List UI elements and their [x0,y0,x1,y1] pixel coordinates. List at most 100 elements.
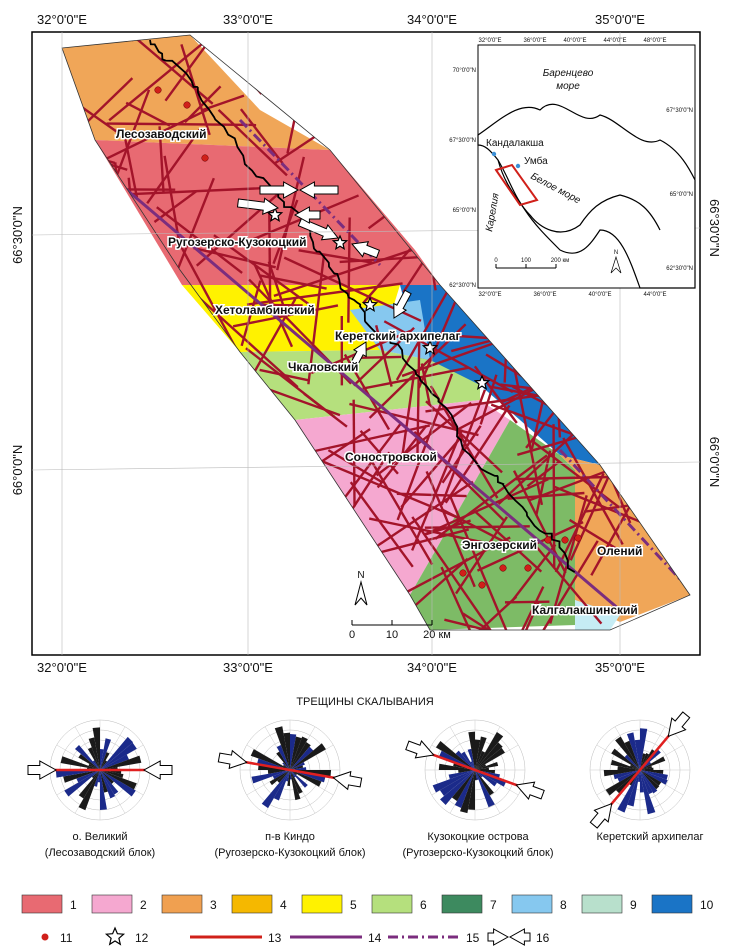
inset-lon-label: 44°0'0"E [643,292,666,298]
fault [425,391,559,413]
inset-scale-label: 100 [521,258,532,264]
rose-petal [100,760,108,770]
legend-label: 3 [210,898,217,912]
legend-swatch [301,894,343,914]
stress-arrow [351,241,381,259]
stress-arrow [298,181,339,199]
rose-title: ТРЕЩИНЫ СКАЛЫВАНИЯ [296,696,433,708]
rose-petal [640,770,644,793]
inset-lon-label: 48°0'0"E [643,38,666,44]
sample-point [499,564,507,572]
inset-coast [497,159,661,233]
fault [123,134,139,198]
rose-petal [256,758,290,770]
stress-arrow [393,289,412,319]
legend-label: 15 [466,931,480,945]
stress-arrow [297,217,339,241]
rose-petal [269,770,290,786]
stress-arrow [259,181,300,199]
fault [193,246,276,269]
stress-arrow [515,781,545,800]
fault [180,43,211,136]
rose-petal [475,742,503,770]
rose-petal [640,770,653,795]
inset-lon-label: 32°0'0"E [478,292,501,298]
rose-petal [640,728,648,770]
sample-point [574,534,582,542]
rose-petal [475,767,489,770]
lat-label: 66°30'0"N [10,206,25,264]
inset-lat-label: 62°30'0"N [449,283,476,289]
sample-point [183,101,191,109]
rose-petal [640,770,656,815]
rose-petal [88,763,100,770]
fault [424,478,549,536]
fault [307,254,326,385]
legend-symbol [41,933,49,941]
sample-point [154,86,162,94]
rose-petal [282,762,290,770]
legend-label: 14 [368,931,382,945]
rose-petal [78,753,100,770]
inset-lon-label: 32°0'0"E [478,38,501,44]
block-label: Калгалакшинский [532,603,638,617]
fault [535,450,552,516]
fault [411,516,499,630]
rose-petal [475,770,495,808]
fault [401,338,506,378]
legend-label: 1 [70,898,77,912]
rose-petal [475,736,487,770]
rose-petal [435,740,475,770]
fault [276,156,306,271]
stress-arrow [508,928,531,946]
rose-petal [290,770,296,778]
rose-petal [100,770,137,790]
scale-label: 20 км [423,629,451,641]
rose-petal [290,770,301,801]
rose-petal [290,770,308,788]
fault [411,429,464,551]
fault [401,369,416,456]
rose-petal [440,770,475,805]
coastline [149,39,576,573]
fault [267,261,288,315]
fault [368,517,494,546]
rose-petal [100,752,110,770]
fault [349,481,414,568]
stress-arrow [293,206,321,224]
sample-point [524,564,532,572]
rose-petal [467,748,475,770]
stress-arrow [142,760,173,780]
lat-label: 66°0'0"N [10,445,25,496]
sample-point [201,154,209,162]
rose-petal [290,770,322,787]
fault [433,595,518,630]
legend-label: 6 [420,898,427,912]
fault [512,364,544,506]
sample-site [361,296,379,312]
rose-petal [617,766,640,770]
rose-petal [634,739,640,770]
fault [526,460,561,488]
fault [434,454,548,540]
strip-outline [61,34,691,631]
rose-petal [640,770,660,790]
fault [153,189,198,223]
sample-site [266,206,284,222]
legend-swatch [91,894,133,914]
map [61,34,691,631]
sample-point [544,536,552,544]
rose-petal [624,754,640,770]
legend-label: 16 [536,931,550,945]
rose-petal [475,770,498,787]
rose-petal [611,748,640,770]
stress-axis [431,753,519,787]
stress-axis [244,760,336,780]
fault [371,528,470,556]
inset-town [491,151,497,157]
lon-label: 35°0'0"E [595,660,645,675]
fault [424,525,530,529]
fault [359,429,399,475]
fault [534,544,603,625]
